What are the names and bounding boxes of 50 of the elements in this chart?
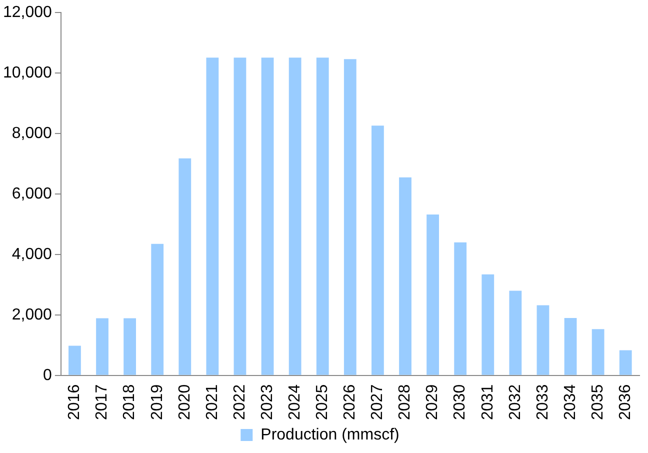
bar [96,318,108,375]
x-tick-label: 2024 [286,384,304,420]
x-tick-label: 2034 [562,384,579,420]
x-tick-label: 2030 [452,384,469,420]
y-tick-label: 12,000 [3,4,52,22]
y-tick-label: 8,000 [12,124,52,142]
bar [344,59,356,375]
bar [288,58,302,375]
bar [372,126,384,375]
x-tick-label: 2036 [617,384,634,420]
bar [619,350,632,375]
x-tick-label: 2032 [506,384,524,420]
x-tick-label: 2029 [424,384,442,420]
bar [426,214,439,375]
bar [178,158,192,375]
bar [206,58,219,375]
x-tick-label: 2026 [342,384,359,420]
x-tick-label: 2027 [369,384,386,420]
x-tick-label: 2018 [121,384,138,420]
bar [316,58,329,375]
x-tick-label: 2025 [314,384,332,420]
x-tick-label: 2031 [479,384,496,420]
bar [151,244,164,375]
bar [261,58,274,375]
x-tick-label: 2022 [231,384,248,420]
bar [68,346,81,375]
x-tick-label: 2033 [534,384,552,420]
y-tick-label: 2,000 [12,306,52,324]
bar [482,274,494,375]
y-tick-label: 4,000 [12,246,52,263]
x-tick-label: 2019 [148,384,166,420]
y-tick-label: 6,000 [12,185,52,202]
y-tick-label: 10,000 [3,64,52,82]
legend-label: Production (mmscf) [260,426,400,444]
y-tick-label: 0 [43,366,52,384]
bar [454,242,467,375]
x-tick-label: 2017 [94,384,111,420]
x-tick-label: 2028 [396,384,414,420]
x-tick-label: 2020 [176,384,194,420]
x-tick-label: 2021 [204,384,221,420]
x-tick-label: 2016 [66,384,84,420]
bar [124,318,136,375]
x-tick-label: 2035 [589,384,606,420]
bar [536,305,550,375]
bar [564,318,577,375]
bar [234,58,246,375]
bar [399,177,412,375]
bar [592,329,604,375]
bar [509,290,522,375]
x-tick-label: 2023 [258,384,276,420]
